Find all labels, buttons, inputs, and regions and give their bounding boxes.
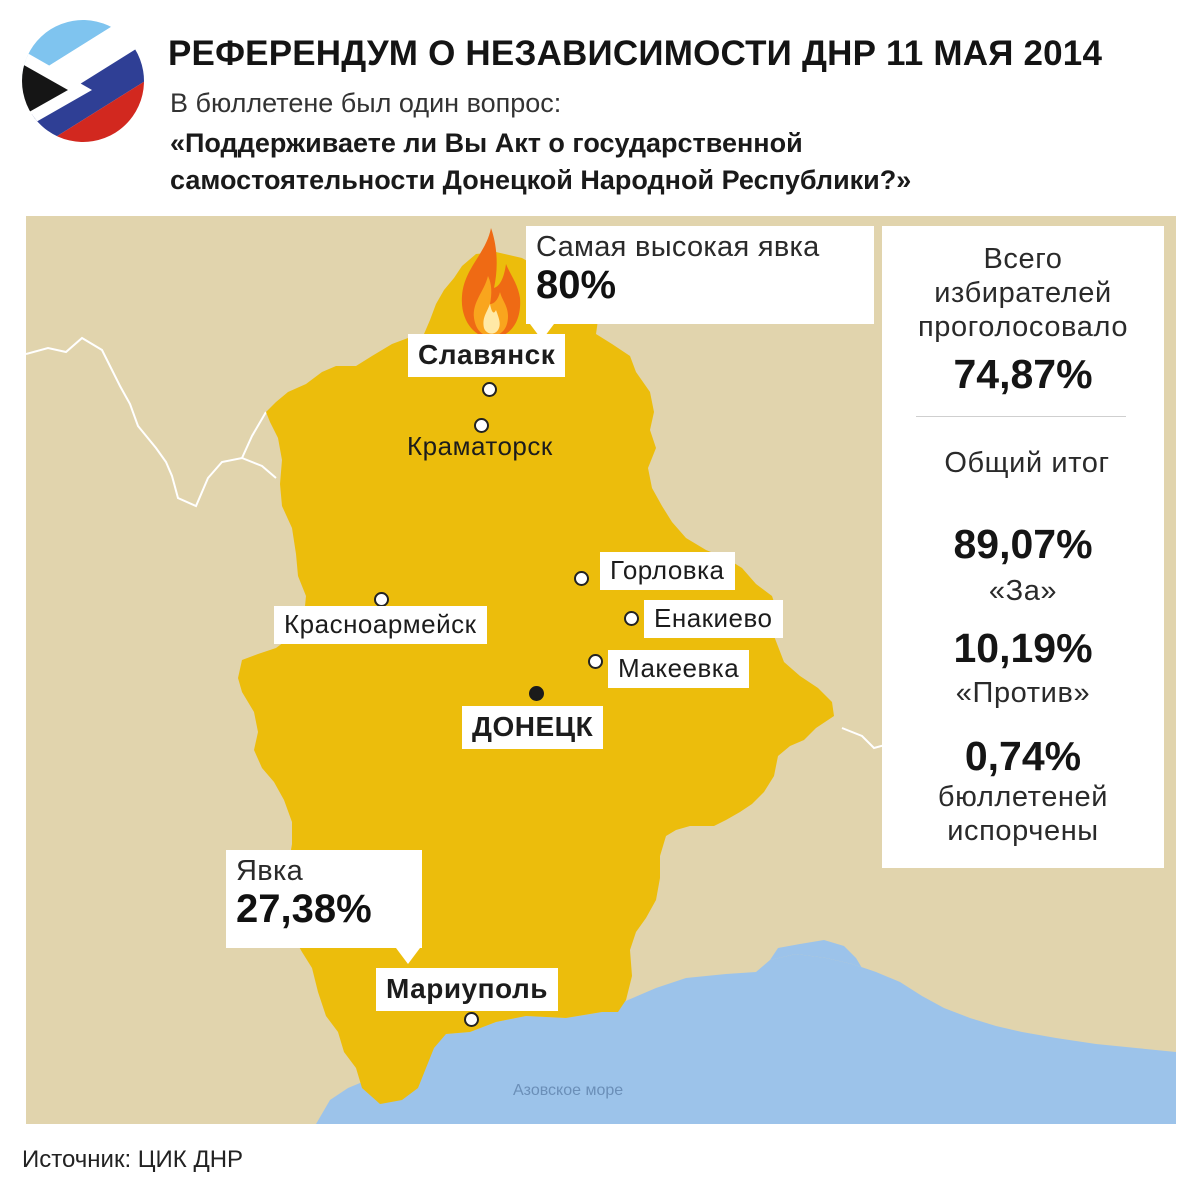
turnout-label-line-2: избирателей <box>934 277 1112 309</box>
city-label-krasnoarmeysk: Красноармейск <box>274 606 487 644</box>
sea-label: Азовское море <box>513 1082 624 1099</box>
city-dot-donetsk <box>529 686 544 701</box>
ballot-question: «Поддерживаете ли Вы Акт о государственн… <box>170 125 911 199</box>
city-label-kramatorsk: Краматорск <box>407 431 553 461</box>
page-subtitle: В бюллетене был один вопрос: <box>170 88 562 118</box>
city-dot-slavyansk <box>482 382 497 397</box>
azov-sea-bay <box>770 940 876 972</box>
city-dot-mariupol <box>464 1012 479 1027</box>
source-note: Источник: ЦИК ДНР <box>22 1146 244 1173</box>
city-label-gorlovka: Горловка <box>600 552 735 590</box>
results-panel: Всего избирателей проголосовало 74,87% О… <box>882 226 1164 868</box>
for-value: 89,07% <box>953 521 1093 567</box>
city-dot-gorlovka <box>574 571 589 586</box>
city-label-enakievo: Енакиево <box>644 600 783 638</box>
turnout-label-line-1: Всего <box>983 243 1063 275</box>
city-label-mariupol: Мариуполь <box>376 968 558 1011</box>
city-label-slavyansk: Славянск <box>408 334 566 377</box>
dnr-flag-logo-icon <box>22 20 144 142</box>
city-dot-enakievo <box>624 611 639 626</box>
highest-turnout-label: Самая высокая явка <box>536 231 820 263</box>
spoiled-label-line-2: испорчены <box>947 815 1099 847</box>
turnout-value: 74,87% <box>953 351 1093 397</box>
city-label-donetsk: ДОНЕЦК <box>462 706 604 749</box>
ballot-question-line-1: «Поддерживаете ли Вы Акт о государственн… <box>170 128 803 158</box>
spoiled-label-line-1: бюллетеней <box>937 781 1109 813</box>
panel-divider <box>916 416 1126 417</box>
mariupol-turnout-callout: Явка 27,38% <box>226 850 422 964</box>
azov-sea <box>316 954 1176 1124</box>
callout-pointer <box>396 948 420 964</box>
city-dot-makeevka <box>588 654 603 669</box>
page-title: РЕФЕРЕНДУМ О НЕЗАВИСИМОСТИ ДНР 11 МАЯ 20… <box>168 34 1103 73</box>
for-label: «За» <box>988 575 1058 607</box>
spoiled-value: 0,74% <box>964 733 1082 779</box>
highest-turnout-value: 80% <box>536 263 617 307</box>
fire-icon <box>461 228 521 338</box>
city-dot-kramatorsk <box>474 418 489 433</box>
city-label-makeevka: Макеевка <box>608 650 750 688</box>
turnout-label-line-3: проголосовало <box>917 311 1129 343</box>
ballot-question-line-2: самостоятельности Донецкой Народной Респ… <box>170 165 912 195</box>
against-value: 10,19% <box>953 625 1093 671</box>
mariupol-turnout-value: 27,38% <box>236 887 372 931</box>
against-label: «Против» <box>955 677 1091 709</box>
result-title: Общий итог <box>944 447 1110 479</box>
mariupol-turnout-label: Явка <box>236 855 304 887</box>
city-dot-krasnoarmeysk <box>374 592 389 607</box>
highest-turnout-callout: Самая высокая явка 80% <box>526 226 874 340</box>
